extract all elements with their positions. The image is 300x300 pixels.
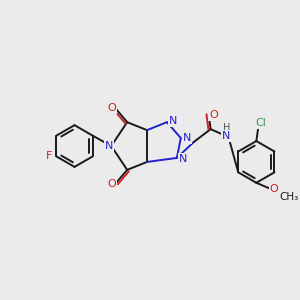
Text: O: O — [270, 184, 279, 194]
Text: N: N — [105, 141, 113, 151]
Text: O: O — [209, 110, 218, 120]
Text: N: N — [169, 116, 177, 126]
Text: N: N — [178, 154, 187, 164]
Text: O: O — [107, 103, 116, 113]
Text: Cl: Cl — [256, 118, 267, 128]
Text: N: N — [183, 133, 191, 143]
Text: H: H — [223, 123, 230, 133]
Text: O: O — [107, 179, 116, 189]
Text: F: F — [46, 152, 53, 161]
Text: CH₃: CH₃ — [280, 192, 299, 202]
Text: N: N — [222, 131, 231, 141]
